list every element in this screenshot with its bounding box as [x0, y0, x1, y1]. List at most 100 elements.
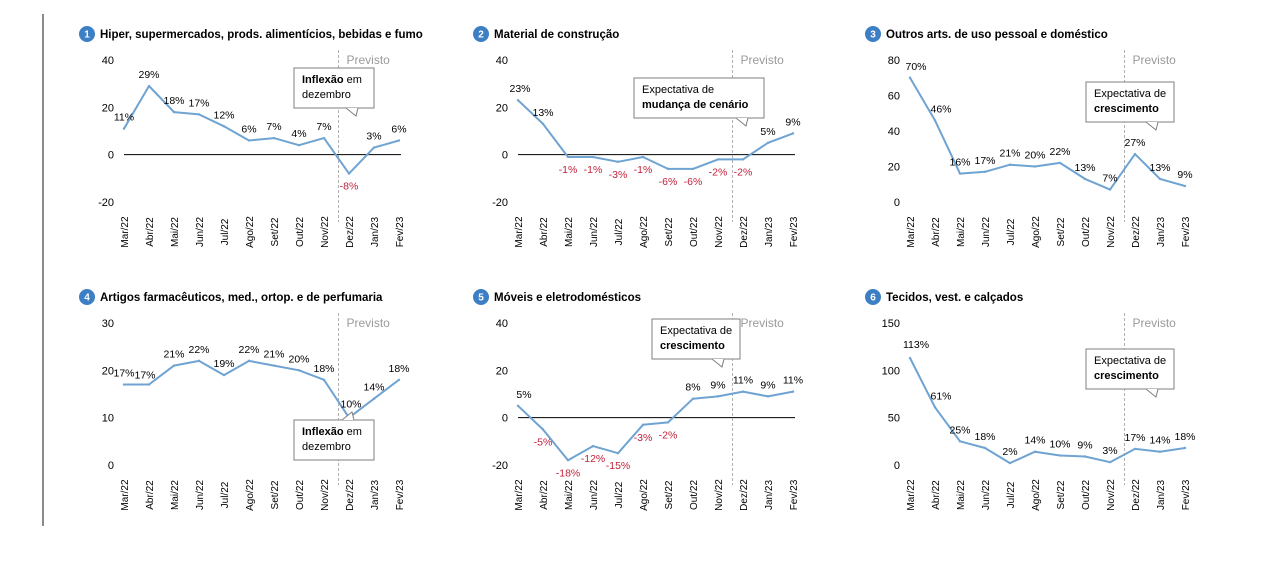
- data-point: [766, 395, 770, 398]
- data-point: [591, 444, 595, 448]
- data-label: 4%: [291, 128, 306, 140]
- y-tick-label: 40: [496, 55, 508, 67]
- x-tick-label: Abr/22: [539, 217, 550, 247]
- x-tick-label: Fev/23: [789, 216, 800, 247]
- data-label: -8%: [340, 181, 359, 193]
- data-label: 11%: [733, 375, 753, 387]
- callout-pointer: [711, 358, 725, 368]
- callout: Expectativa de crescimento: [1085, 348, 1175, 398]
- data-label: 13%: [532, 107, 553, 119]
- data-label: -1%: [559, 164, 578, 176]
- data-label: -18%: [556, 467, 581, 479]
- data-point: [272, 136, 276, 140]
- data-label: 5%: [760, 126, 775, 138]
- data-label: 18%: [163, 95, 184, 107]
- x-tick-label: Fev/23: [789, 479, 800, 510]
- data-point: [147, 84, 151, 88]
- data-point: [591, 155, 595, 159]
- data-label: 7%: [266, 121, 281, 133]
- data-point: [1158, 177, 1162, 181]
- y-tick-label: 20: [888, 162, 900, 174]
- x-tick-label: Abr/22: [539, 480, 550, 510]
- y-tick-label: 10: [102, 413, 114, 425]
- data-point: [372, 146, 376, 149]
- callout-box: [1085, 81, 1175, 123]
- x-tick-label: Fev/23: [1181, 216, 1192, 247]
- y-tick-label: 50: [888, 413, 900, 425]
- callout-text: Expectativa de: [660, 325, 732, 337]
- chart-number-badge: [79, 26, 95, 42]
- y-tick-label: 0: [502, 150, 508, 162]
- data-point: [1158, 450, 1162, 453]
- data-label: 17%: [113, 368, 134, 380]
- data-point: [1133, 447, 1137, 451]
- x-tick-label: Jan/23: [370, 217, 381, 247]
- y-tick-label: 20: [102, 102, 114, 114]
- chart-number: 2: [478, 30, 484, 41]
- data-label: 17%: [188, 97, 209, 109]
- chart-title: Hiper, supermercados, prods. alimentício…: [100, 29, 423, 41]
- y-tick-label: 100: [882, 365, 900, 377]
- y-tick-label: 80: [888, 55, 900, 67]
- data-point: [1008, 163, 1012, 166]
- x-tick-label: Abr/22: [145, 217, 156, 247]
- x-tick-label: Jun/22: [589, 480, 600, 510]
- line-chart: 5 Móveis e eletrodomésticos -20 0 20 40 Previs…: [473, 289, 803, 511]
- callout: Inflexão em dezembro: [293, 67, 375, 117]
- data-label: 18%: [1174, 431, 1195, 443]
- x-tick-label: Nov/22: [1106, 216, 1117, 248]
- series-line: [909, 357, 1186, 465]
- x-tick-label: Fev/23: [395, 479, 406, 510]
- x-tick-label: Dez/22: [345, 479, 356, 511]
- y-tick-label: 0: [502, 413, 508, 425]
- data-label: 10%: [1049, 439, 1070, 451]
- series-line: [123, 85, 400, 175]
- data-label: 25%: [949, 424, 970, 436]
- data-point: [541, 122, 545, 126]
- data-point: [983, 446, 987, 450]
- chart-title: Artigos farmacêuticos, med., ortop. e de…: [100, 292, 383, 304]
- data-label: -2%: [709, 166, 728, 178]
- data-point: [741, 158, 745, 161]
- x-tick-label: Mar/22: [120, 479, 131, 511]
- data-point: [322, 136, 326, 140]
- callout-text: dezembro: [302, 89, 351, 101]
- x-tick-label: Mar/22: [120, 216, 131, 248]
- x-tick-label: Ago/22: [639, 479, 650, 511]
- callout-text: Inflexão em: [302, 426, 362, 438]
- x-tick-label: Dez/22: [1131, 479, 1142, 511]
- chart-number: 4: [84, 293, 90, 304]
- chart-title: Material de construção: [494, 29, 619, 41]
- x-tick-label: Set/22: [270, 480, 281, 509]
- data-point: [397, 378, 401, 381]
- previsto-label: Previsto: [347, 53, 391, 67]
- data-point: [172, 364, 176, 367]
- line-chart: 6 Tecidos, vest. e calçados 0 50 100 150 Previ…: [865, 289, 1196, 511]
- data-point: [1183, 446, 1187, 450]
- data-point: [1108, 188, 1112, 191]
- y-tick-label: 20: [102, 365, 114, 377]
- callout-segment: crescimento: [660, 340, 725, 352]
- data-label: 9%: [1177, 169, 1192, 181]
- data-point: [397, 139, 401, 142]
- x-tick-label: Jun/22: [195, 480, 206, 510]
- y-tick-label: 20: [496, 102, 508, 114]
- y-tick-label: -20: [98, 197, 114, 209]
- data-point: [122, 127, 126, 130]
- y-tick-label: 40: [496, 318, 508, 330]
- data-point: [1058, 454, 1062, 457]
- data-label: 7%: [1102, 173, 1117, 185]
- data-label: 18%: [313, 363, 334, 375]
- callout-segment: mudança de cenário: [642, 99, 749, 111]
- data-label: -5%: [534, 437, 553, 449]
- data-point: [541, 428, 545, 431]
- callout-box: [651, 318, 741, 360]
- data-label: 18%: [974, 431, 995, 443]
- data-label: 16%: [949, 157, 970, 169]
- callout: Expectativa de crescimento: [1085, 81, 1175, 131]
- y-tick-label: 40: [888, 126, 900, 138]
- x-tick-label: Mar/22: [514, 216, 525, 248]
- data-label: 17%: [134, 370, 155, 382]
- chart-number-badge: [865, 289, 881, 305]
- line-chart: 2 Material de construção -20 0 20 40 Previsto 2…: [473, 26, 801, 248]
